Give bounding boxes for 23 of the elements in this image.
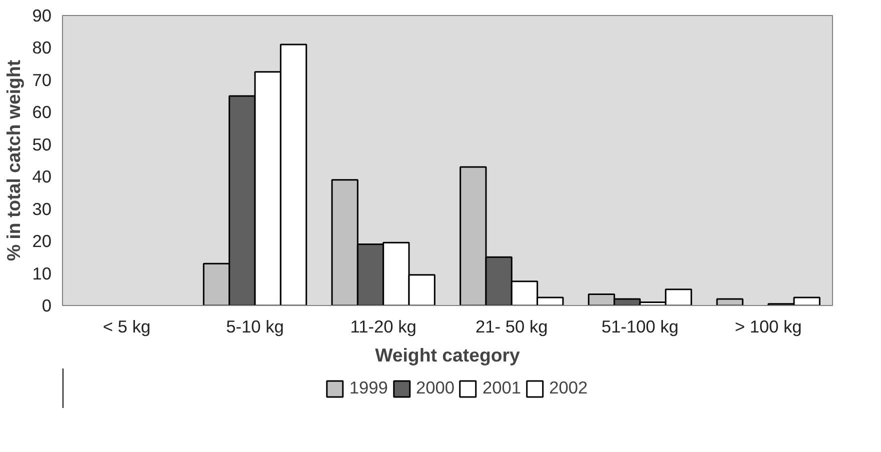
bar	[716, 298, 744, 306]
y-tick-label: 50	[32, 134, 52, 154]
x-tick-label: 11-20 kg	[350, 316, 416, 336]
y-tick-label: 20	[32, 231, 52, 252]
x-tick-label: 51-100 kg	[601, 316, 679, 336]
y-tick-label: 10	[32, 263, 52, 284]
y-tick-label: 70	[32, 70, 52, 90]
y-tick-label: 60	[32, 102, 52, 122]
legend-label: 2001	[482, 378, 522, 398]
x-tick-label: 5-10 kg	[226, 316, 284, 336]
legend-label: 1999	[349, 378, 388, 398]
y-tick-label: 90	[32, 6, 52, 26]
y-tick-label: 30	[32, 198, 52, 219]
y-axis-title: % in total catch weight	[3, 60, 24, 262]
x-axis-title: Weight category	[375, 344, 521, 366]
legend-label: 2000	[416, 378, 454, 398]
y-tick-label: 80	[32, 38, 52, 58]
legend-label: 2002	[549, 378, 588, 398]
x-tick-label: 21- 50 kg	[476, 316, 548, 336]
x-tick-label: > 100 kg	[734, 316, 802, 336]
x-tick-label: < 5 kg	[102, 316, 151, 336]
y-tick-label: 0	[42, 296, 52, 316]
y-tick-label: 40	[32, 166, 52, 187]
